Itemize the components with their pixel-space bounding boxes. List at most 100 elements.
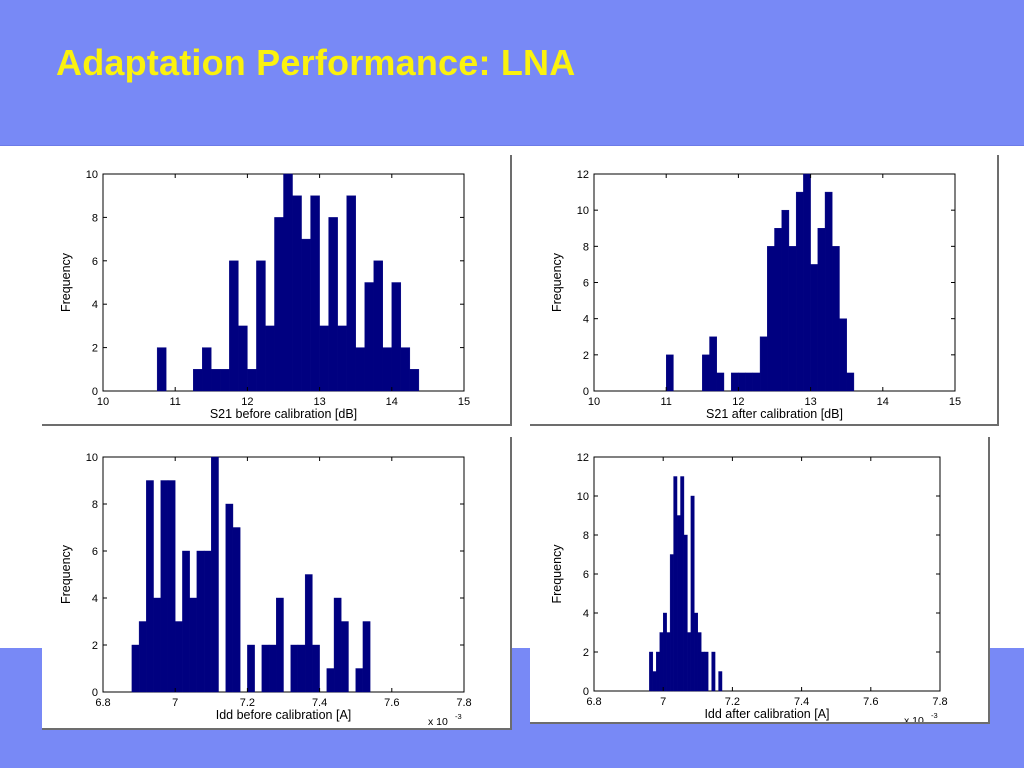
histogram-bar xyxy=(167,480,176,693)
x-tick-label: 7.2 xyxy=(725,696,740,708)
x-tick-label: 7.4 xyxy=(312,697,327,709)
histogram-bar xyxy=(355,668,364,693)
histogram-bar xyxy=(665,354,674,392)
x-axis-multiplier: x 10 xyxy=(428,716,448,728)
histogram-bar xyxy=(709,336,717,392)
x-tick-label: 12 xyxy=(732,396,744,408)
histogram-bar xyxy=(328,217,338,392)
histogram-bar xyxy=(220,369,230,392)
histogram-bar xyxy=(690,495,695,692)
x-tick-label: 11 xyxy=(660,396,671,408)
histogram-bar xyxy=(225,503,234,693)
chart-panel-idd-after: 6.8 7 7.2 7.4 7.6 7.8 0 2 4 6 8 10 12 Idd after calib… xyxy=(530,437,990,724)
y-tick-label: 0 xyxy=(583,386,589,398)
x-tick-label: 10 xyxy=(97,396,109,408)
y-tick-label: 2 xyxy=(92,640,98,652)
histogram-bar xyxy=(391,282,402,392)
histogram-bar xyxy=(788,246,797,392)
histogram-bar xyxy=(803,173,811,392)
x-tick-label: 14 xyxy=(386,396,398,408)
histogram-bar xyxy=(839,318,847,392)
histogram-bar xyxy=(662,612,667,692)
histogram-bar xyxy=(211,456,219,693)
histogram-bar xyxy=(659,632,664,692)
histogram-bar xyxy=(373,260,383,392)
histogram-bar xyxy=(202,347,212,392)
y-tick-label: 2 xyxy=(583,350,589,362)
slide-title: Adaptation Performance: LNA xyxy=(56,42,576,83)
histogram-bar xyxy=(824,191,833,392)
histogram-bar xyxy=(276,597,284,693)
x-tick-label: 7.6 xyxy=(384,697,399,709)
title-band xyxy=(0,0,1024,146)
chart-idd-before: 6.8 7 7.2 7.4 7.6 7.8 0 2 4 6 8 10 Idd before calibr… xyxy=(59,452,472,728)
histogram-bar xyxy=(652,671,657,692)
y-tick-label: 0 xyxy=(583,686,589,698)
histogram-bar xyxy=(156,347,167,392)
histogram-bar xyxy=(817,228,826,392)
histogram-bar xyxy=(247,644,255,693)
y-axis-label: Frequency xyxy=(59,544,73,604)
histogram-bar xyxy=(297,644,306,693)
x-tick-label: 12 xyxy=(241,396,253,408)
y-tick-label: 0 xyxy=(92,386,98,398)
x-axis-label: S21 after calibration [dB] xyxy=(706,407,843,421)
y-tick-label: 12 xyxy=(577,452,589,464)
y-tick-label: 4 xyxy=(92,299,98,311)
histogram-bar xyxy=(238,325,248,392)
histogram-bar xyxy=(182,550,190,693)
histogram-bar xyxy=(683,534,688,692)
chart-s21-before: 10 11 12 13 14 15 0 2 4 6 8 10 S21 before calibratio… xyxy=(59,169,470,421)
histogram-bar xyxy=(680,476,685,692)
histogram-bar xyxy=(292,195,302,392)
histogram-bar xyxy=(319,325,329,392)
histogram-bar xyxy=(256,260,266,392)
histogram-bar xyxy=(261,644,270,693)
x-axis-multiplier-exponent: -3 xyxy=(455,712,462,721)
x-tick-label: 15 xyxy=(458,396,470,408)
histogram-bar xyxy=(333,597,342,693)
histogram-bar xyxy=(400,347,411,392)
y-tick-label: 10 xyxy=(86,169,98,181)
x-axis-label: S21 before calibration [dB] xyxy=(210,407,357,421)
histogram-bar xyxy=(832,246,840,392)
histogram-bar xyxy=(193,369,203,392)
chart-idd-after: 6.8 7 7.2 7.4 7.6 7.8 0 2 4 6 8 10 12 Idd after calib… xyxy=(550,452,948,722)
y-tick-label: 4 xyxy=(583,314,589,326)
histogram-bar xyxy=(810,264,819,392)
plot-frame xyxy=(593,456,941,692)
histogram-bar xyxy=(730,372,739,392)
histogram-bar xyxy=(656,651,660,692)
histogram-bar xyxy=(676,515,681,692)
histogram-bar xyxy=(283,173,293,392)
y-axis-label: Frequency xyxy=(550,544,564,604)
histogram-bar xyxy=(774,228,782,392)
y-tick-label: 2 xyxy=(583,647,589,659)
x-tick-label: 7.8 xyxy=(932,696,947,708)
x-tick-label: 13 xyxy=(313,396,325,408)
histogram-bar xyxy=(846,372,855,392)
histogram-bar xyxy=(752,372,761,392)
histogram-bar xyxy=(382,347,392,392)
histogram-bar xyxy=(337,325,347,392)
histogram-bar xyxy=(694,612,698,692)
histogram-bar xyxy=(711,651,716,692)
histogram-bar xyxy=(673,476,678,692)
histogram-bar xyxy=(131,644,140,693)
histogram-bar xyxy=(701,651,705,692)
x-tick-label: 6.8 xyxy=(586,696,601,708)
histogram-bar xyxy=(716,372,725,392)
histogram-bar xyxy=(687,632,692,692)
x-axis-multiplier-exponent: -3 xyxy=(931,711,938,720)
y-tick-label: 8 xyxy=(92,499,98,511)
histogram-bar xyxy=(268,644,277,693)
histogram-bar xyxy=(211,369,221,392)
x-tick-label: 7 xyxy=(660,696,666,708)
y-tick-label: 0 xyxy=(92,687,98,699)
x-tick-label: 10 xyxy=(588,396,600,408)
histogram-bar xyxy=(669,554,674,692)
y-tick-label: 8 xyxy=(583,241,589,253)
x-tick-label: 13 xyxy=(804,396,816,408)
histogram-bar xyxy=(310,195,320,392)
histogram-bar xyxy=(364,282,374,392)
